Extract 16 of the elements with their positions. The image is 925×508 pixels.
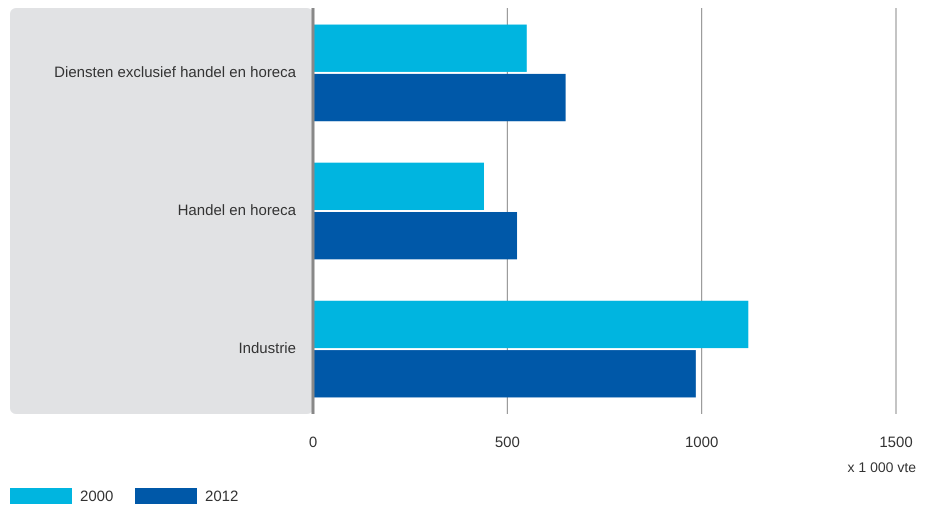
bar (313, 350, 696, 398)
bar (313, 300, 748, 348)
x-tick-label: 0 (308, 434, 318, 451)
bar (313, 74, 566, 122)
y-tick-label: Handel en horeca (178, 202, 297, 219)
x-tick-label: 1500 (879, 434, 913, 451)
x-tick-label: 500 (494, 434, 520, 451)
x-tick-label: 1000 (684, 434, 718, 451)
legend-label: 2012 (205, 488, 238, 505)
bar (313, 212, 518, 260)
y-tick-label: Industrie (238, 340, 296, 358)
y-tick-label: Diensten exclusief handel en horeca (54, 64, 297, 81)
x-axis-title: x 1 000 vte (848, 459, 916, 475)
legend-label: 2000 (80, 488, 114, 505)
bar (313, 162, 484, 210)
bar (313, 24, 527, 72)
